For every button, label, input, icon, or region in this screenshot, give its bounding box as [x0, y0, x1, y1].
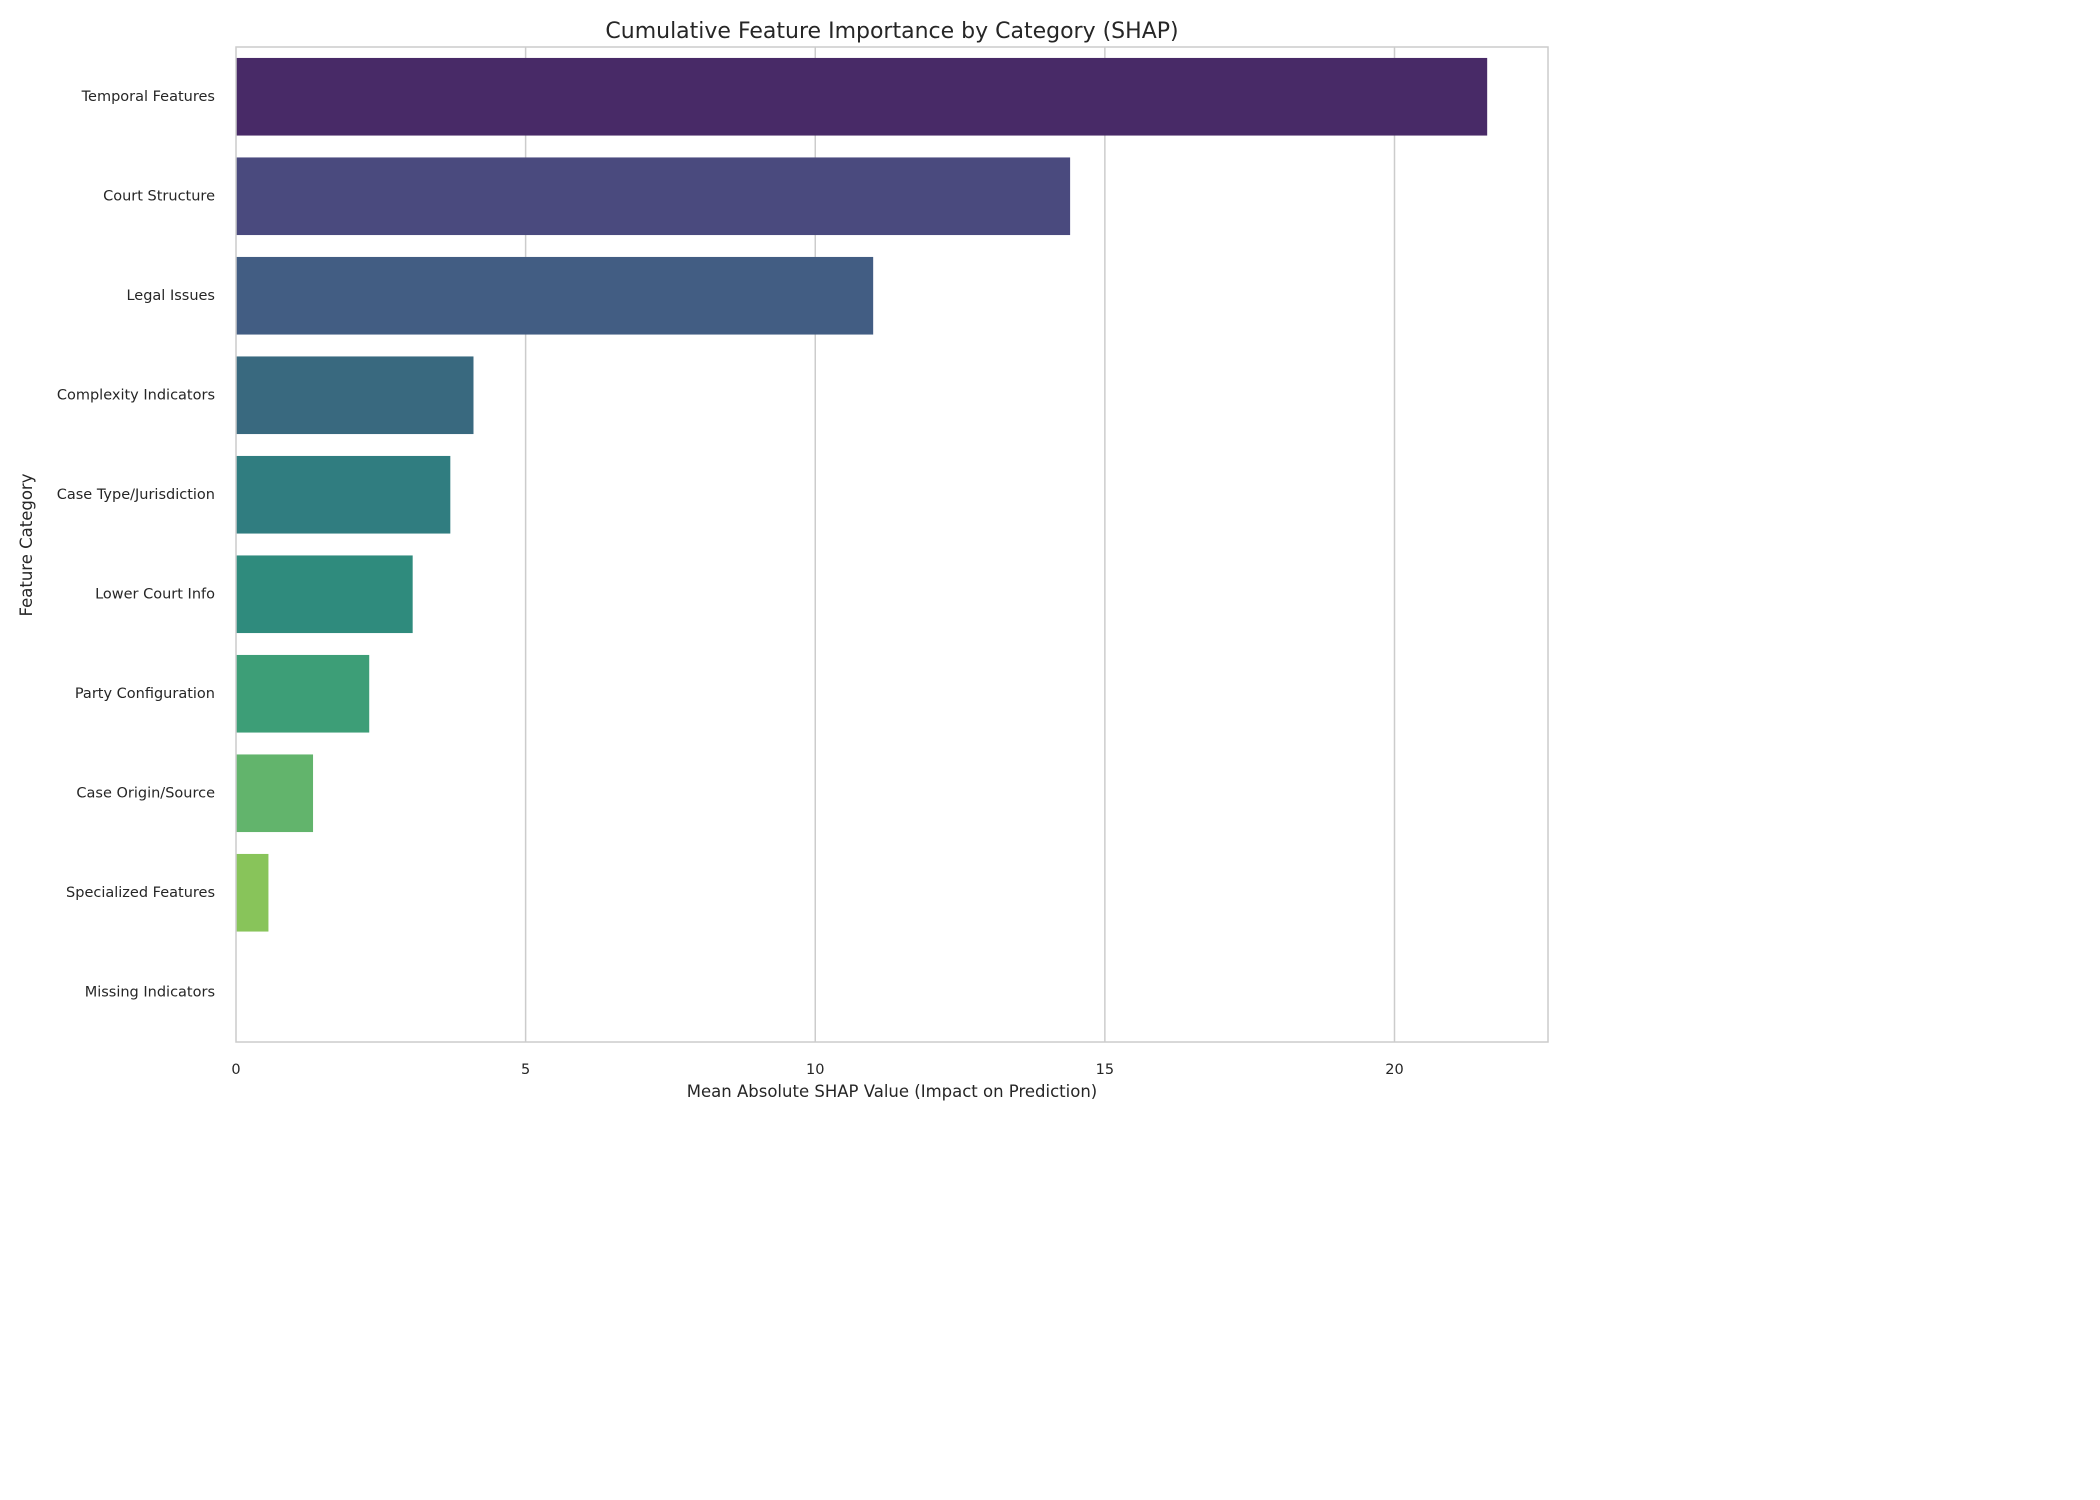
x-tick-label-0: 0	[231, 1062, 240, 1078]
bar-specialized-features	[236, 853, 269, 932]
bar-case-type-jurisdiction	[236, 455, 451, 534]
chart-title: Cumulative Feature Importance by Categor…	[605, 19, 1178, 44]
bar-lower-court-info	[236, 555, 413, 634]
x-tick-label-5: 5	[521, 1062, 530, 1078]
bar-chart: Temporal Features Court Structure Legal Is…	[17, 19, 1549, 1101]
bar-temporal-features	[236, 57, 1488, 136]
x-axis-label: Mean Absolute SHAP Value (Impact on Pred…	[687, 1082, 1097, 1101]
y-tick-label-legal-issues: Legal Issues	[126, 288, 215, 304]
chart-figure: Temporal Features Court Structure Legal Is…	[17, 19, 1549, 1101]
x-tick-label-10: 10	[806, 1062, 824, 1078]
bar-legal-issues	[236, 256, 874, 335]
y-tick-label-case-type-jurisdiction: Case Type/Jurisdiction	[57, 487, 215, 503]
x-tick-label-15: 15	[1096, 1062, 1114, 1078]
y-tick-label-complexity-indicators: Complexity Indicators	[57, 387, 215, 403]
y-tick-label-lower-court-info: Lower Court Info	[95, 586, 215, 602]
y-tick-label-party-configuration: Party Configuration	[75, 686, 215, 702]
y-tick-label-court-structure: Court Structure	[103, 188, 215, 204]
y-tick-label-specialized-features: Specialized Features	[66, 885, 215, 901]
y-tick-label-temporal-features: Temporal Features	[81, 89, 215, 105]
y-tick-label-missing-indicators: Missing Indicators	[85, 984, 215, 1000]
y-tick-label-case-origin-source: Case Origin/Source	[76, 785, 215, 801]
bar-court-structure	[236, 157, 1071, 236]
bar-complexity-indicators	[236, 356, 474, 435]
plot-frame	[235, 46, 1549, 1043]
y-tick-labels: Temporal Features Court Structure Legal Is…	[57, 89, 215, 1001]
bars	[236, 57, 1488, 932]
x-tick-labels: 0 5 10 15 20	[231, 1062, 1403, 1078]
bar-case-origin-source	[236, 754, 314, 833]
y-axis-label: Feature Category	[17, 473, 36, 616]
bar-party-configuration	[236, 654, 370, 733]
x-tick-label-20: 20	[1385, 1062, 1403, 1078]
